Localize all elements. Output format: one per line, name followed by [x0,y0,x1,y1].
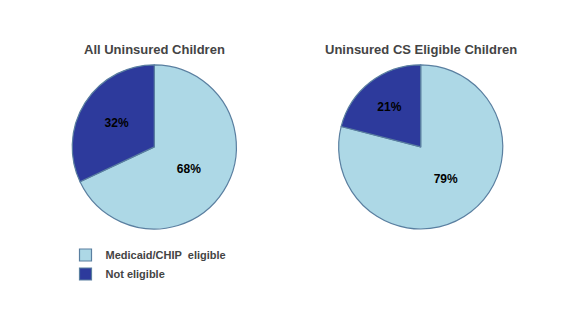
svg-text:32%: 32% [105,116,129,130]
svg-text:Medicaid/CHIP eligible: Medicaid/CHIP eligible [106,249,226,261]
svg-text:All Uninsured Children: All Uninsured Children [84,42,225,57]
svg-text:68%: 68% [177,162,201,176]
svg-text:Uninsured CS Eligible Children: Uninsured CS Eligible Children [325,42,517,57]
svg-text:79%: 79% [434,172,458,186]
svg-text:21%: 21% [377,100,401,114]
svg-text:Not eligible: Not eligible [106,268,165,280]
